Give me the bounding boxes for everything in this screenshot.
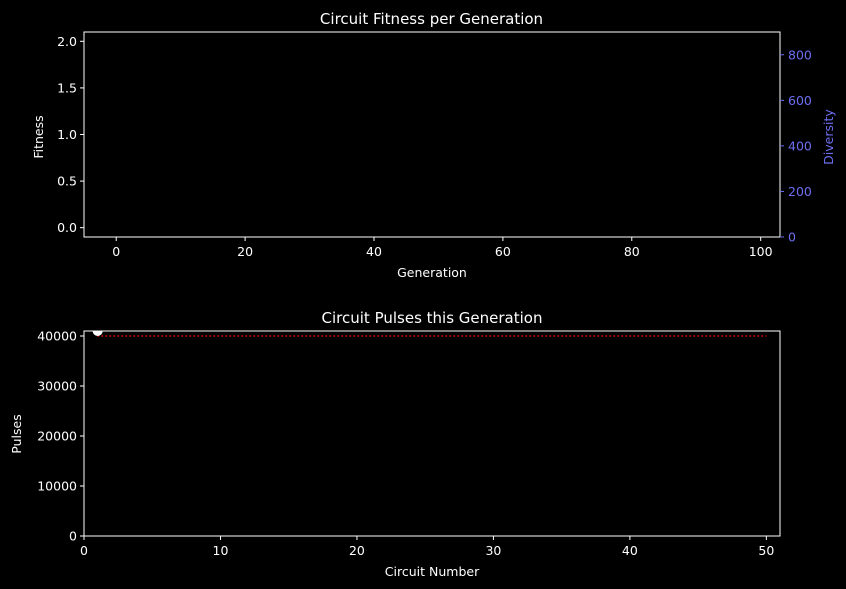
pulses-y-axis-label: Pulses — [9, 414, 24, 453]
pulses-points — [92, 331, 103, 336]
pulses-y-tick-label: 40000 — [37, 329, 77, 344]
pulses-x-axis-label: Circuit Number — [385, 564, 480, 579]
diversity-y-tick-label: 600 — [788, 93, 812, 108]
fitness-y-tick-label: 1.5 — [57, 80, 77, 95]
pulses-y-tick-label: 0 — [69, 529, 77, 544]
pulses-point — [92, 331, 103, 336]
diversity-y-tick-label: 400 — [788, 138, 812, 153]
pulses-plot-area — [83, 330, 781, 537]
pulses-x-tick-label: 30 — [485, 543, 501, 558]
diversity-y-ticks: 0 200 400 600 800 — [780, 47, 812, 245]
pulses-y-tick-label: 10000 — [37, 479, 77, 494]
fitness-y-tick-label: 2.0 — [57, 34, 77, 49]
fitness-x-tick-label: 0 — [112, 244, 120, 259]
pulses-x-tick-label: 10 — [213, 543, 229, 558]
pulses-y-tick-label: 30000 — [37, 379, 77, 394]
diversity-y-tick-label: 800 — [788, 47, 812, 62]
pulses-x-tick-label: 50 — [758, 543, 774, 558]
fitness-y-tick-label: 0.0 — [57, 220, 77, 235]
pulses-chart: Circuit Pulses this Generation 0 10 20 30 40… — [9, 309, 781, 579]
pulses-x-ticks: 0 10 20 30 40 50 — [80, 536, 774, 558]
fitness-y-tick-label: 0.5 — [57, 174, 77, 189]
fitness-chart-title: Circuit Fitness per Generation — [320, 10, 543, 28]
diversity-y-tick-label: 0 — [788, 230, 796, 245]
pulses-marks — [92, 331, 767, 337]
pulses-chart-title: Circuit Pulses this Generation — [322, 309, 543, 327]
pulses-y-ticks: 0 10000 20000 30000 40000 — [37, 329, 84, 544]
diversity-y-axis-label: Diversity — [821, 109, 836, 165]
fitness-y-ticks: 0.0 0.5 1.0 1.5 2.0 — [57, 34, 84, 235]
fitness-chart: Circuit Fitness per Generation 0 20 40 60 80… — [31, 10, 836, 280]
fitness-x-tick-label: 60 — [495, 244, 511, 259]
pulses-x-tick-label: 40 — [622, 543, 638, 558]
fitness-x-tick-label: 40 — [366, 244, 382, 259]
fitness-x-tick-label: 100 — [749, 244, 773, 259]
fitness-x-tick-label: 80 — [624, 244, 640, 259]
diversity-y-tick-label: 200 — [788, 184, 812, 199]
fitness-y-axis-label: Fitness — [31, 115, 46, 158]
pulses-x-tick-label: 0 — [80, 543, 88, 558]
pulses-y-tick-label: 20000 — [37, 429, 77, 444]
fitness-x-tick-label: 20 — [237, 244, 253, 259]
fitness-x-axis-label: Generation — [397, 265, 467, 280]
pulses-x-tick-label: 20 — [349, 543, 365, 558]
fitness-x-ticks: 0 20 40 60 80 100 — [112, 237, 773, 259]
fitness-y-tick-label: 1.0 — [57, 127, 77, 142]
